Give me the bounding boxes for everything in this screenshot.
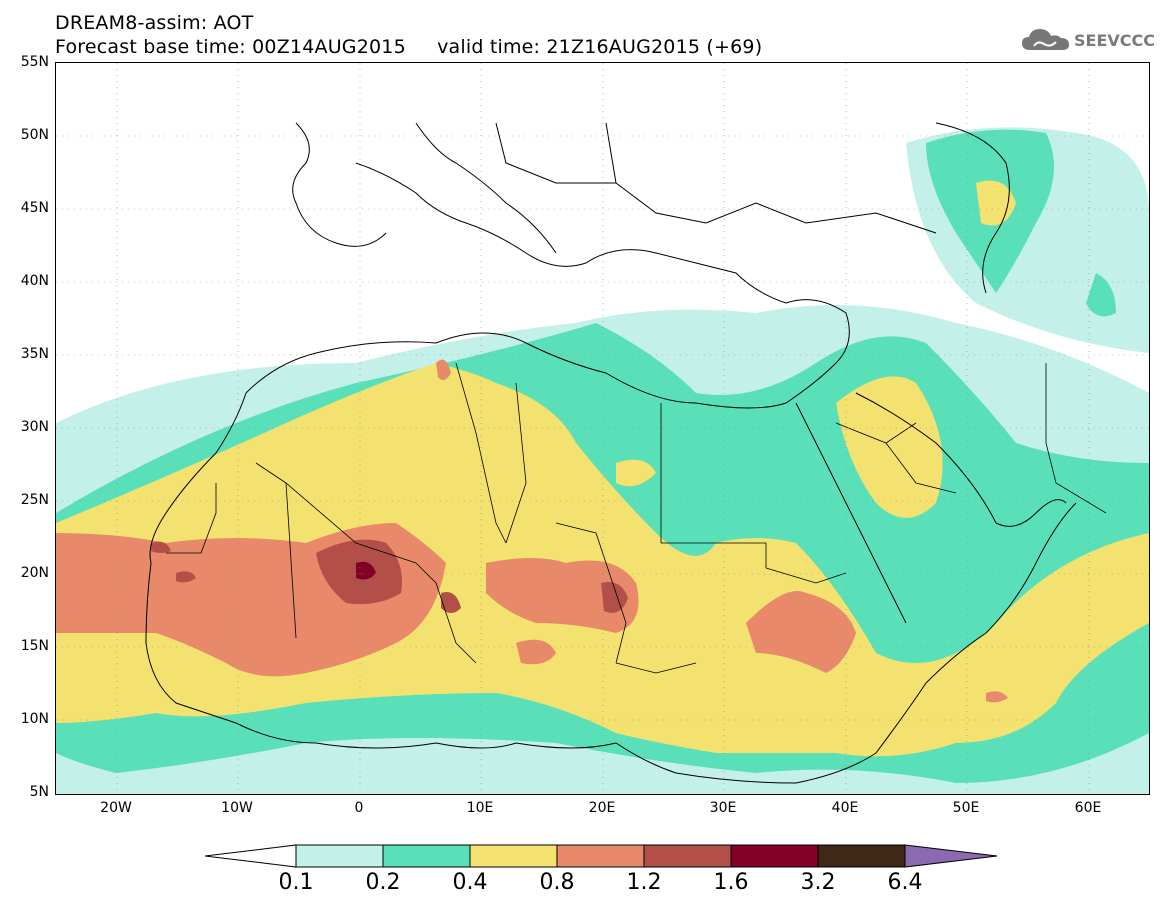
colorbar-label-1.2: 1.2 [626,870,662,895]
colorbar-0.1-0.2 [295,844,384,868]
seevccc-logo: SEEVCCC [1020,26,1155,54]
colorbar-label-6.4: 6.4 [887,870,923,895]
colorbar-label-0.8: 0.8 [539,870,575,895]
graticule [56,63,1149,794]
country-borders [166,362,1107,674]
lat-label-10n: 10N [20,711,49,727]
lon-label-10e: 10E [466,800,494,816]
logo-text: SEEVCCC [1074,30,1155,50]
colorbar-1.2-1.6 [643,844,732,868]
lat-label-20n: 20N [20,565,49,581]
lon-label-20e: 20E [588,800,616,816]
colorbar-0.8-1.2 [556,844,645,868]
lat-label-40n: 40N [20,273,49,289]
lon-label-0: 0 [354,800,364,816]
colorbar-1.6-3.2 [730,844,819,868]
colorbar-label-0.1: 0.1 [278,870,314,895]
colorbar-0.2-0.4 [382,844,471,868]
lon-label-60e: 60E [1074,800,1102,816]
colorbar-above-6.4 [904,844,998,868]
coastlines [145,122,1077,784]
colorbar-label-3.2: 3.2 [800,870,836,895]
lon-label-40e: 40E [831,800,859,816]
colorbar-0.4-0.8 [469,844,558,868]
lon-label-10w: 10W [221,800,253,816]
lat-label-30n: 30N [20,419,49,435]
aot-forecast-map [55,62,1150,795]
colorbar-label-1.6: 1.6 [713,870,749,895]
title-line-2: Forecast base time: 00Z14AUG2015 valid t… [55,36,763,58]
cloud-logo-icon [1022,29,1069,50]
colorbar-label-0.4: 0.4 [452,870,488,895]
lat-label-45n: 45N [20,200,49,216]
lat-label-35n: 35N [20,346,49,362]
lat-label-50n: 50N [20,127,49,143]
lat-label-25n: 25N [20,492,49,508]
colorbar-below-0.1 [205,844,297,868]
lon-label-50e: 50E [952,800,980,816]
lon-label-30e: 30E [709,800,737,816]
aot-band-1.6 [356,561,376,580]
title-line-1: DREAM8-assim: AOT [55,12,254,34]
lon-label-20w: 20W [100,800,132,816]
lat-label-15n: 15N [20,638,49,654]
colorbar-label-0.2: 0.2 [365,870,401,895]
colorbar-3.2-6.4 [817,844,906,868]
colorbar [205,844,998,868]
lat-label-55n: 55N [20,54,49,70]
lat-label-5n: 5N [29,784,49,800]
